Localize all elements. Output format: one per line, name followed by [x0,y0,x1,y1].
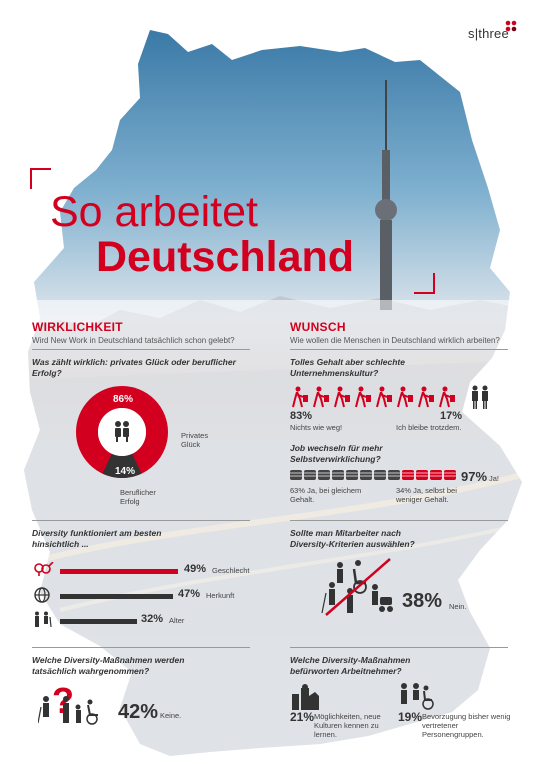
coin-stack-icon [402,470,414,480]
left-heading: WIRKLICHKEIT [32,320,123,334]
diversity-label-origin: Herkunft [206,591,235,600]
gender-icon [34,562,54,576]
right-question-3: Sollte man Mitarbeiter nach Diversity-Kr… [290,528,415,549]
walking-person-icon [418,386,434,408]
right-q4-a-label: Möglichkeiten, neue Kulturen kennen zu l… [314,712,381,739]
right-q1-a-label: Nichts wie weg! [290,423,343,432]
coin-stack-icon [416,470,428,480]
diversity-label-gender: Geschlecht [212,566,250,575]
donut-career-slice [102,453,142,478]
right-q2-a: 63% Ja, bei gleichem Gehalt. [290,486,362,504]
right-q4-a-pct: 21% [290,710,315,724]
title-bracket-top-left [30,168,51,189]
diversity-pct-origin: 47% [178,588,201,600]
title-bracket-bottom-right [414,273,435,294]
career-label: Beruflicher Erfolg [120,488,156,506]
right-q2-pct: 97% [461,469,488,484]
right-question-4: Welche Diversity-Maßnahmen befürworten A… [290,655,411,676]
right-question-1: Tolles Gehalt aber schlechte Unternehmen… [290,357,405,378]
walking-person-icon [313,386,329,408]
brand-logo-text: s|three [468,26,509,41]
walking-person-icon [439,386,455,408]
coin-stack-icon [374,470,386,480]
right-heading: WUNSCH [290,320,346,334]
globe-icon [34,587,50,603]
divider [290,647,508,648]
coin-stack-icon [444,470,456,480]
standing-people-icon [472,385,488,409]
diverse-group-icon [401,683,434,710]
coin-stack-icon [360,470,372,480]
diversity-pct-gender: 49% [184,563,207,575]
divider [290,520,508,521]
right-q1-a-pct: 83% [290,410,313,422]
coin-stack-icon [290,470,302,480]
divider [32,647,250,648]
left-q3-pct: 42% [118,701,159,723]
walking-people-icons [292,386,455,408]
walking-person-icon [397,386,413,408]
coin-stack-icon [430,470,442,480]
brand-dots-icon [505,20,517,32]
title-line-1: So arbeitet [50,188,258,236]
left-q3-label: Keine. [160,711,182,720]
diversity-pct-age: 32% [141,613,164,625]
right-q3-label: Nein. [449,602,467,611]
walking-person-icon [334,386,350,408]
divider [32,520,250,521]
right-q2-pct-label: Ja! [489,474,500,483]
divider [290,349,508,350]
right-q4-b-label: Bevorzugung bisher wenig vertretener Per… [422,712,511,739]
coin-stack-icons [290,470,456,480]
left-question-3: Welche Diversity-Maßnahmen werden tatsäc… [32,655,185,676]
family-icon [115,421,129,442]
left-subtitle: Wird New Work in Deutschland tatsächlich… [32,336,235,345]
diversity-bar-gender [60,569,178,574]
private-pct: 86% [113,394,134,405]
diversity-bar-age [60,619,137,624]
right-q1-b-label: Ich bleibe trotzdem. [396,423,462,432]
right-q2-b: 34% Ja, selbst bei weniger Gehalt. [396,486,457,504]
diversity-bar-origin [60,594,173,599]
left-question-2: Diversity funktioniert am besten hinsich… [32,528,162,549]
diversity-people-crossed-icon [321,558,393,616]
diverse-people-icon [38,696,98,725]
right-q4-b-pct: 19% [398,710,423,724]
walking-person-icon [376,386,392,408]
right-q1-b-pct: 17% [440,410,463,422]
coin-stack-icon [388,470,400,480]
divider [32,349,250,350]
right-q3-pct: 38% [402,590,443,612]
coin-stack-icon [332,470,344,480]
right-question-2: Job wechseln für mehr Selbstverwirklichu… [290,443,383,464]
donut-chart [76,386,168,478]
coin-stack-icon [318,470,330,480]
age-icon [35,611,52,627]
title-line-2: Deutschland [96,233,355,281]
walking-person-icon [292,386,308,408]
career-pct: 14% [115,466,136,477]
walking-person-icon [355,386,371,408]
private-label: Privates Glück [181,431,209,449]
diversity-label-age: Alter [169,616,185,625]
right-subtitle: Wie wollen die Menschen in Deutschland w… [290,336,500,345]
coin-stack-icon [346,470,358,480]
left-question-1: Was zählt wirklich: privates Glück oder … [32,357,236,378]
coin-stack-icon [304,470,316,480]
buildings-icon [292,684,319,710]
